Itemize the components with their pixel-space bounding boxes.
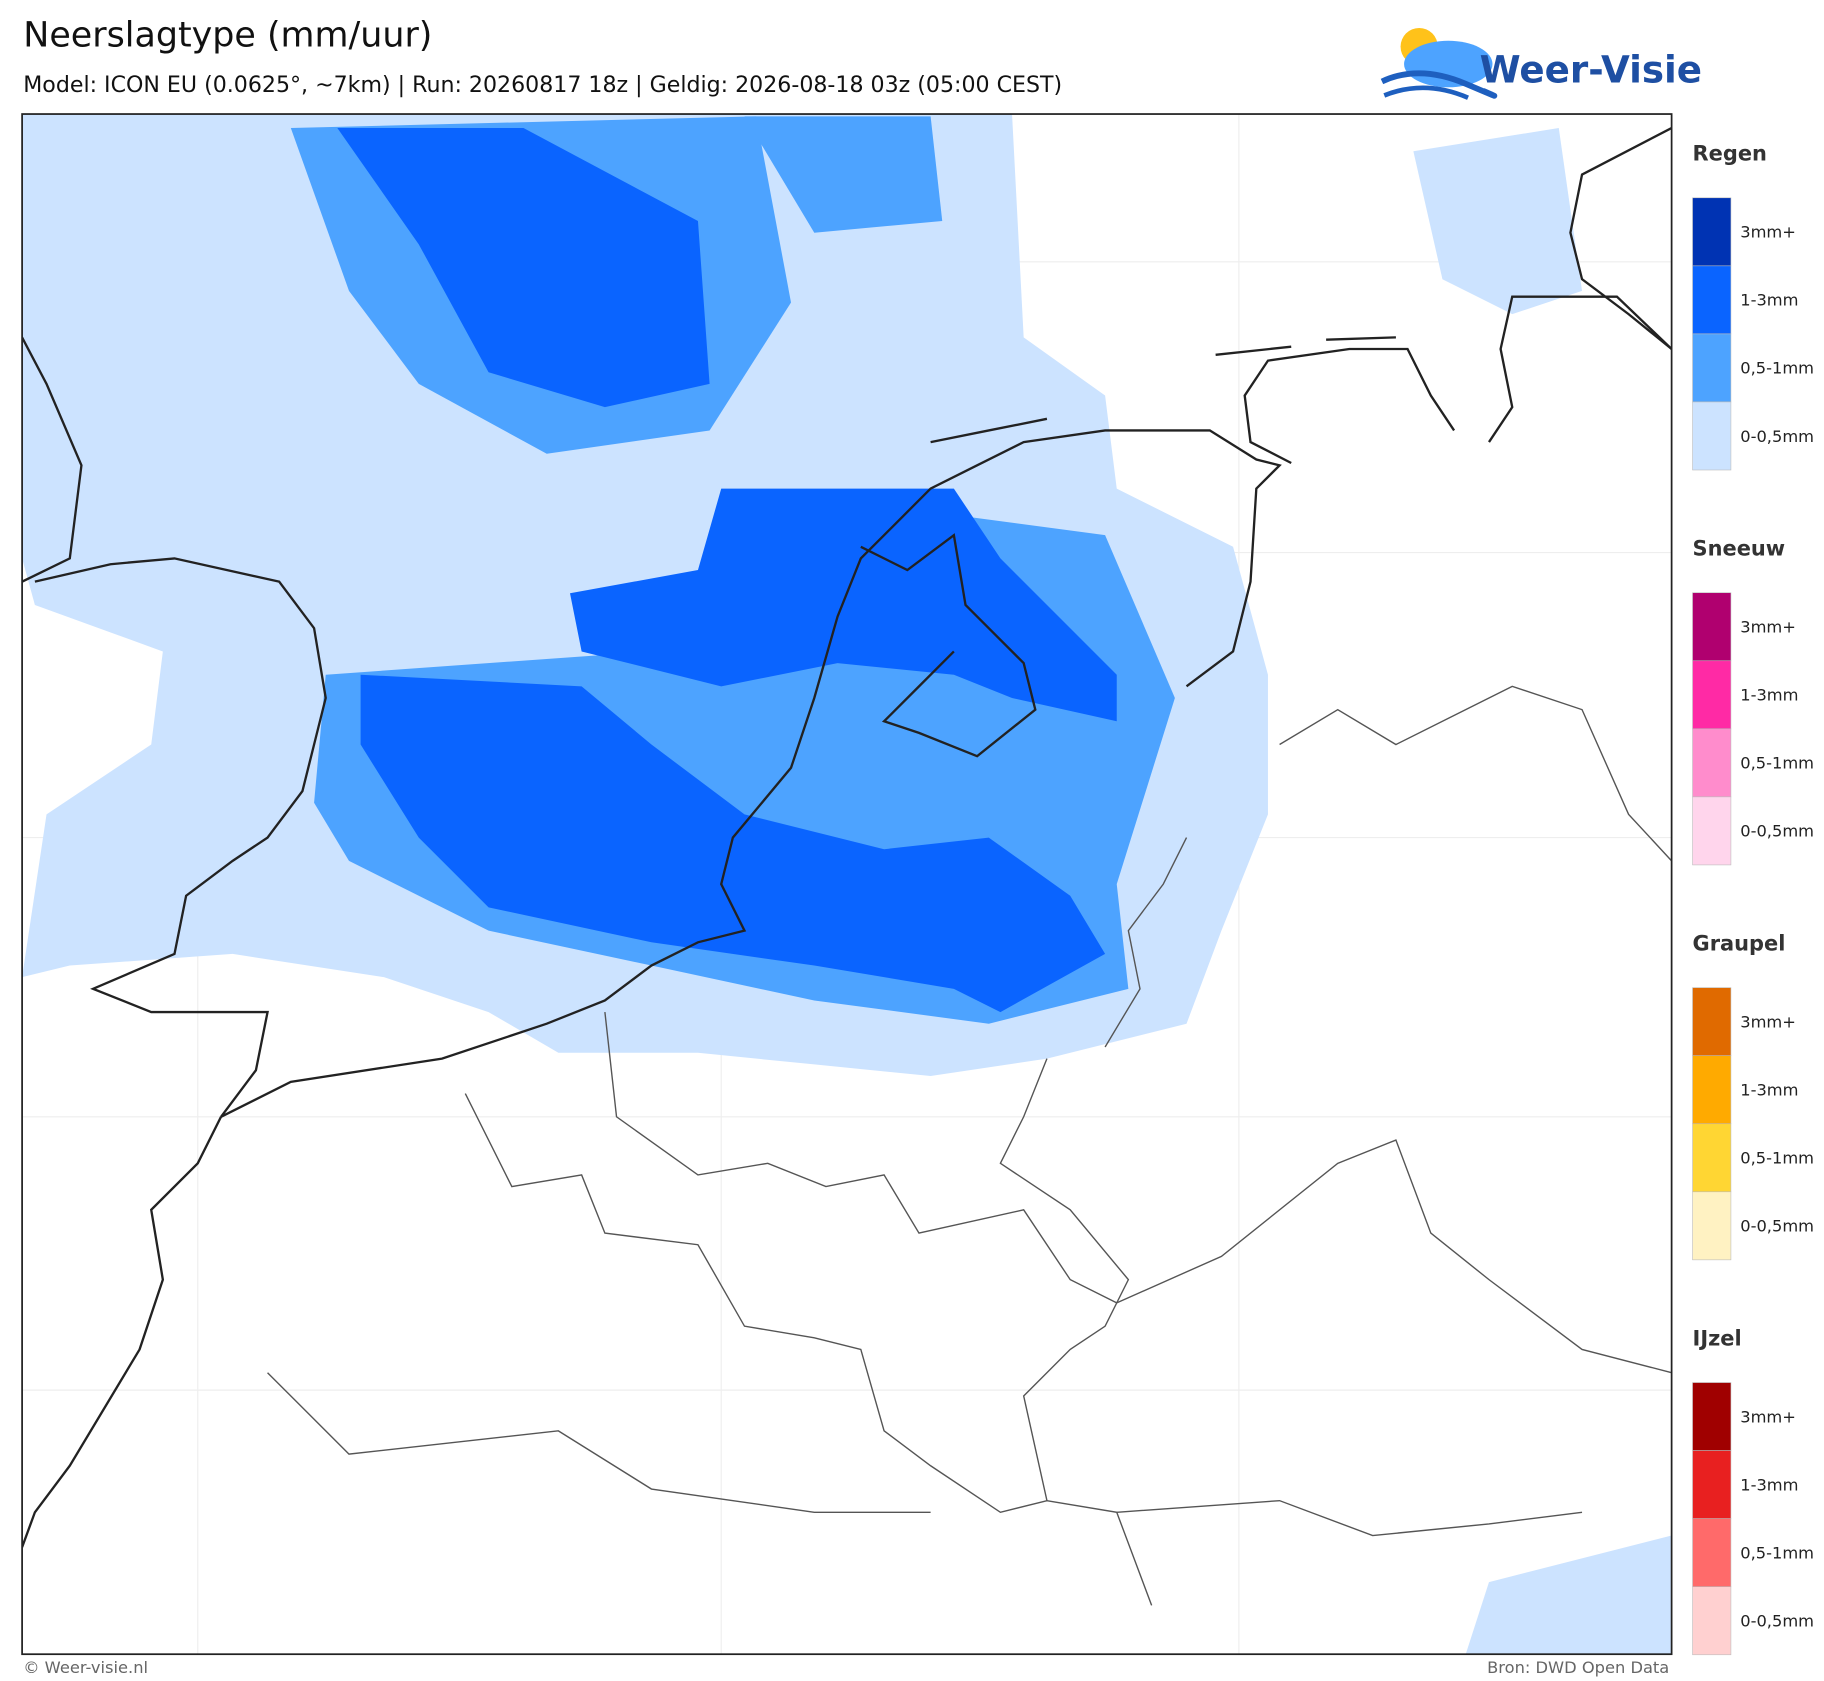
legend-swatch [1692,728,1732,798]
legend: Regen 3mm+ 1-3mm 0,5-1mm 0-0,5mm Sneeuw 3mm+ 1-… [1692,142,1814,1656]
legend-swatch [1692,796,1732,866]
title: Neerslagtype (mm/uur) [23,16,432,56]
subtitle: Model: ICON EU (0.0625°, ~7km) | Run: 20… [23,72,1062,98]
legend-label: 1-3mm [1740,686,1798,705]
legend-label: 3mm+ [1740,223,1796,242]
legend-swatch [1692,987,1732,1056]
legend-label: 0-0,5mm [1740,427,1814,446]
legend-swatch [1692,1055,1732,1125]
legend-group-title: Graupel [1693,931,1786,955]
map [22,114,1672,1655]
legend-label: 0-0,5mm [1740,1217,1814,1236]
footer-left: © Weer-visie.nl [23,1658,148,1677]
legend-label: 1-3mm [1740,291,1798,310]
legend-label: 3mm+ [1740,1407,1796,1426]
legend-group-title: Regen [1693,142,1767,166]
legend-label: 3mm+ [1740,1012,1796,1031]
legend-label: 0,5-1mm [1740,359,1814,378]
legend-swatch [1692,592,1732,662]
legend-label: 0,5-1mm [1740,754,1814,773]
logo-text: Weer-Visie [1480,48,1702,92]
legend-label: 3mm+ [1740,618,1796,637]
legend-swatch [1692,401,1732,471]
legend-group-title: Sneeuw [1693,537,1786,561]
legend-label: 1-3mm [1740,1081,1798,1100]
legend-swatch [1692,1382,1732,1451]
legend-swatch [1692,333,1732,403]
legend-swatch [1692,1518,1732,1588]
legend-label: 0-0,5mm [1740,822,1814,841]
logo: Weer-Visie [1380,27,1702,100]
legend-swatch [1692,265,1732,335]
footer-right: Bron: DWD Open Data [1487,1658,1669,1677]
legend-group-title: IJzel [1693,1326,1742,1350]
legend-swatch [1692,1191,1732,1261]
legend-swatch [1692,1450,1732,1519]
legend-label: 0,5-1mm [1740,1544,1814,1563]
legend-label: 0-0,5mm [1740,1612,1814,1631]
map-frame [21,113,1673,1656]
legend-swatch [1692,197,1732,267]
legend-label: 1-3mm [1740,1475,1798,1494]
legend-swatch [1692,1123,1732,1193]
legend-swatch [1692,660,1732,730]
legend-swatch [1692,1586,1732,1656]
legend-label: 0,5-1mm [1740,1149,1814,1168]
